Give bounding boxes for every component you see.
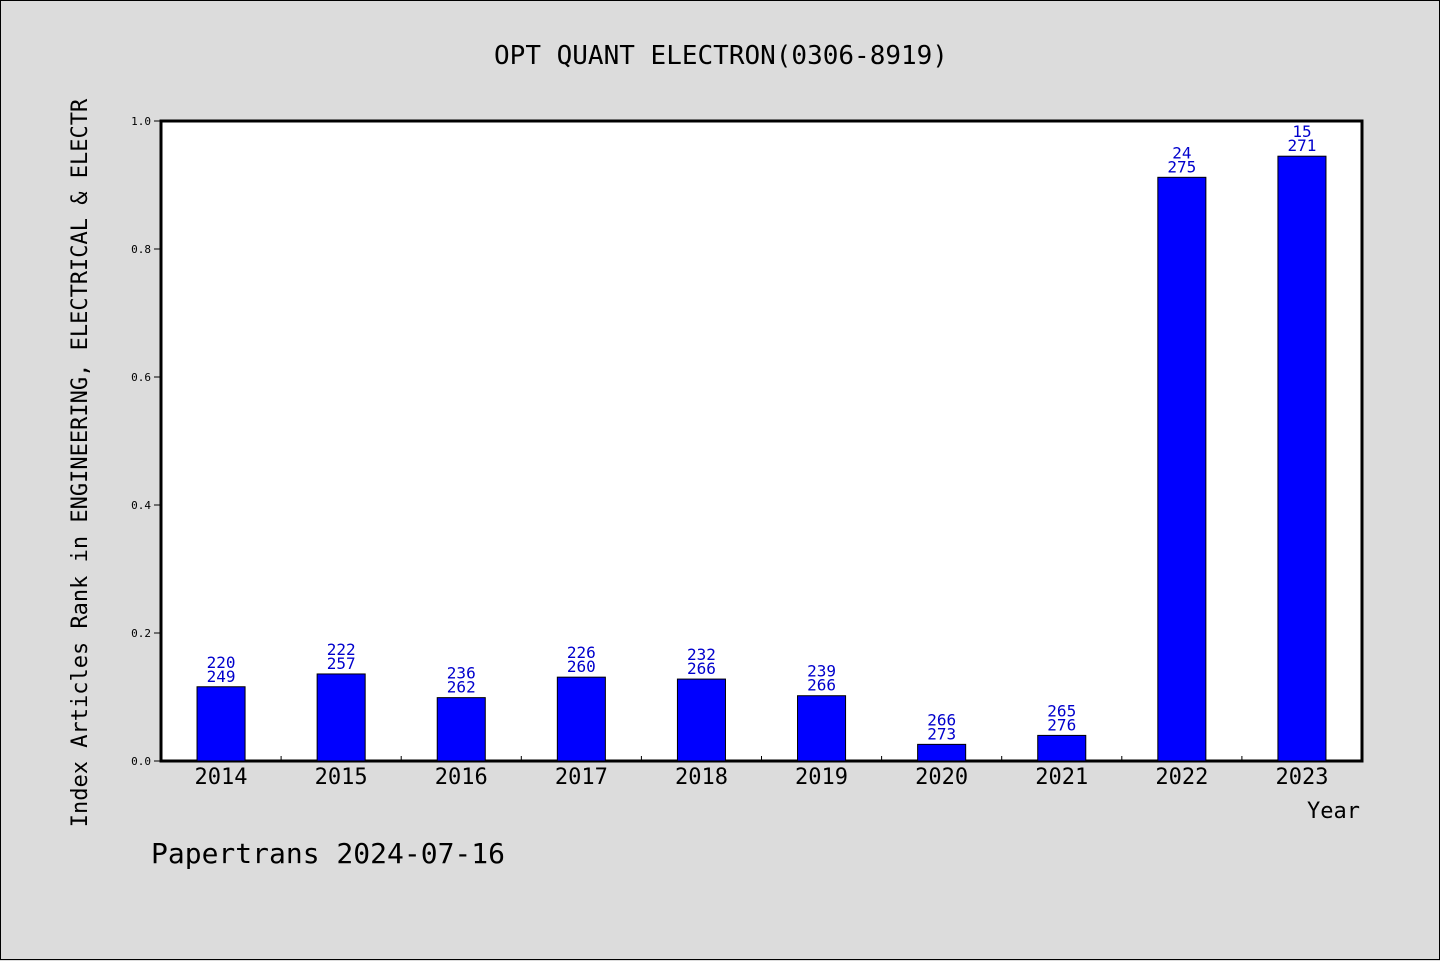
x-tick-label: 2015 bbox=[315, 765, 368, 790]
y-tick-label: 0.0 bbox=[131, 755, 151, 768]
footer-credit: Papertrans 2024-07-16 bbox=[151, 837, 505, 870]
y-axis: 0.0 0.2 0.4 0.6 0.8 1.0 bbox=[131, 115, 161, 768]
bar-total-label: 271 bbox=[1287, 136, 1316, 155]
y-tick-label: 0.6 bbox=[131, 371, 151, 384]
bar bbox=[1037, 734, 1087, 762]
x-tick-label: 2021 bbox=[1035, 765, 1088, 790]
bar bbox=[316, 673, 366, 762]
bar-rank-label: 232 bbox=[687, 645, 716, 664]
bar-rank-label: 266 bbox=[927, 710, 956, 729]
bar-rank-label: 236 bbox=[447, 664, 476, 683]
bar bbox=[556, 676, 606, 762]
bar bbox=[196, 686, 246, 762]
y-tick-label: 1.0 bbox=[131, 115, 151, 128]
bar bbox=[917, 743, 967, 762]
bar bbox=[1277, 155, 1327, 762]
bar-total-label: 249 bbox=[207, 667, 236, 686]
x-tick-label: 2020 bbox=[915, 765, 968, 790]
bar bbox=[436, 697, 486, 762]
bar bbox=[1157, 176, 1207, 762]
bar bbox=[676, 678, 726, 762]
bar-total-label: 260 bbox=[567, 657, 596, 676]
bar-total-label: 262 bbox=[447, 678, 476, 697]
x-tick-label: 2014 bbox=[195, 765, 248, 790]
bar-rank-label: 24 bbox=[1172, 143, 1191, 162]
y-tick-label: 0.2 bbox=[131, 627, 151, 640]
y-tick-label: 0.8 bbox=[131, 243, 151, 256]
bar-rank-label: 222 bbox=[327, 640, 356, 659]
bar-total-label: 266 bbox=[687, 659, 716, 678]
y-axis-label: Index Articles Rank in ENGINEERING, ELEC… bbox=[68, 98, 93, 827]
x-axis: 2014 2015 2016 2017 2018 2019 2020 2021 2022 2023 bbox=[195, 756, 1328, 790]
x-tick-label: 2017 bbox=[555, 765, 608, 790]
chart-title: OPT QUANT ELECTRON(0306-8919) bbox=[494, 41, 948, 71]
bar-total-label: 275 bbox=[1167, 157, 1196, 176]
bar-rank-label: 239 bbox=[807, 662, 836, 681]
x-tick-label: 2018 bbox=[675, 765, 728, 790]
bar-total-label: 273 bbox=[927, 724, 956, 743]
x-tick-label: 2019 bbox=[795, 765, 848, 790]
x-tick-label: 2016 bbox=[435, 765, 488, 790]
x-tick-label: 2022 bbox=[1155, 765, 1208, 790]
bar-total-label: 276 bbox=[1047, 715, 1076, 734]
bar-rank-label: 220 bbox=[207, 653, 236, 672]
bar-total-label: 266 bbox=[807, 676, 836, 695]
x-axis-label: Year bbox=[1307, 799, 1360, 824]
bar-rank-label: 15 bbox=[1292, 122, 1311, 141]
bar bbox=[797, 695, 847, 762]
y-tick-label: 0.4 bbox=[131, 499, 151, 512]
bar-rank-label: 226 bbox=[567, 643, 596, 662]
bar-rank-label: 265 bbox=[1047, 701, 1076, 720]
x-tick-label: 2023 bbox=[1275, 765, 1328, 790]
bar-total-label: 257 bbox=[327, 654, 356, 673]
